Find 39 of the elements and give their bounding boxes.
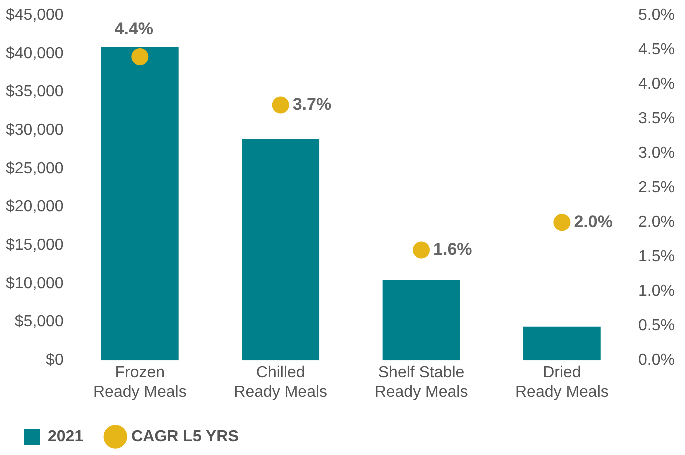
y-tick-label: $40,000: [6, 45, 64, 62]
y2-tick-label: 3.0%: [638, 145, 675, 162]
y-tick-label: $15,000: [6, 237, 64, 254]
data-label: 3.7%: [292, 94, 332, 114]
y2-tick-label: 1.5%: [638, 248, 675, 266]
y-tick-label: $30,000: [6, 122, 64, 140]
point: [132, 48, 149, 66]
y2-tick-label: 1.0%: [638, 283, 675, 300]
legend-label: CAGR L5 YRS: [132, 428, 240, 446]
y2-tick-label: 0.0%: [638, 352, 675, 370]
y-tick-label: $25,000: [6, 160, 64, 178]
y2-tick-label: 5.0%: [638, 7, 675, 24]
y2-tick-label: 2.0%: [638, 214, 675, 232]
bar: [524, 326, 601, 361]
y-tick-label: $35,000: [6, 84, 64, 101]
x-tick-label: Frozen Ready Meals: [93, 364, 187, 401]
y-tick-label: $45,000: [6, 7, 64, 24]
y2-tick-label: 0.5%: [638, 318, 675, 335]
y2-tick-label: 4.0%: [638, 76, 675, 94]
point: [272, 96, 290, 114]
y-tick-label: $20,000: [6, 198, 64, 216]
data-label: 2.0%: [574, 212, 613, 232]
x-tick-label: Shelf Stable Ready Meals: [374, 364, 468, 401]
legend-label: 2021: [48, 428, 84, 446]
x-tick-label: Dried Ready Meals: [516, 364, 609, 401]
bar: [101, 47, 179, 361]
point: [413, 242, 430, 259]
bar: [242, 139, 320, 361]
y2-tick-label: 3.5%: [638, 110, 675, 128]
y2-tick-label: 4.5%: [638, 42, 675, 59]
bar: [382, 280, 460, 361]
data-label: 4.4%: [114, 20, 154, 39]
y2-tick-label: 2.5%: [638, 180, 675, 197]
point: [554, 214, 571, 232]
y-tick-label: $5,000: [14, 314, 64, 331]
y-tick-label: $0: [46, 352, 64, 370]
y-tick-label: $10,000: [6, 275, 64, 292]
data-label: 1.6%: [434, 240, 472, 259]
x-tick-label: Chilled Ready Meals: [234, 364, 328, 401]
